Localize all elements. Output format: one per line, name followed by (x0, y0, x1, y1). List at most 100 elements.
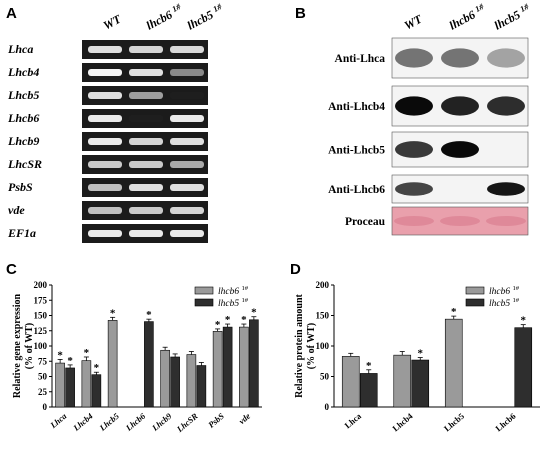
panel-a-label: A (6, 5, 17, 22)
bar (359, 373, 378, 408)
y-tick-label: 175 (34, 295, 48, 305)
significance-star: * (225, 314, 231, 326)
significance-star: * (451, 306, 457, 318)
blot-band (395, 48, 433, 68)
blot-antibody-label: Anti-Lhcb5 (328, 145, 385, 157)
chart-d: 0 50 100 150 200 Relative protein amount(% of… (294, 280, 540, 433)
gel-band (129, 230, 163, 237)
panel-a: A WT lhcb6 1# lhcb5 1# Lhca Lhcb4 Lhcb5 Lhcb6… (6, 2, 226, 243)
gel-gene-label: Lhcb4 (7, 65, 39, 79)
blot-row: Proceau (345, 206, 529, 236)
bar (144, 321, 154, 408)
gel-band (88, 115, 122, 122)
gel-column-headers: WT lhcb6 1# lhcb5 1# (101, 2, 226, 33)
x-tick-label: PsbS (206, 411, 226, 430)
gel-band (88, 46, 122, 53)
x-tick-label: Lhcb5 (442, 411, 466, 434)
significance-star: * (57, 349, 63, 361)
bar (411, 359, 430, 408)
gel-row: LhcSR (7, 155, 208, 174)
blot-band (395, 141, 433, 158)
gel-band (88, 69, 122, 76)
blot-column-header: lhcb5 1# (492, 2, 533, 33)
gel-strip (82, 109, 208, 128)
bar (393, 354, 412, 408)
bar (444, 318, 463, 408)
panel-c-label: C (6, 261, 17, 278)
bar (514, 327, 533, 408)
legend-label: lhcb5 1# (218, 297, 249, 309)
gel-band (170, 69, 204, 76)
gel-row: Lhcb4 (7, 63, 208, 82)
gel-band (88, 161, 122, 168)
significance-star: * (94, 362, 100, 374)
significance-star: * (146, 309, 152, 321)
bar (212, 331, 223, 408)
panel-b-label: B (295, 5, 306, 22)
panel-c: C 0 25 50 75 100 125 150 175 200 Relative gene ex… (6, 261, 262, 435)
legend-swatch (194, 286, 214, 295)
blot-band (487, 182, 525, 196)
bar (107, 320, 118, 408)
gel-gene-label: EF1a (7, 226, 36, 240)
significance-star: * (521, 315, 527, 327)
blot-band (395, 182, 433, 196)
gel-row: PsbS (8, 178, 208, 197)
y-tick-label: 25 (38, 387, 48, 397)
gel-band (170, 161, 204, 168)
legend-label: lhcb6 1# (489, 285, 520, 297)
gel-gene-label: Lhca (7, 42, 33, 56)
gel-column-header: lhcb6 1# (144, 2, 185, 33)
legend-swatch (465, 298, 485, 307)
bar (160, 349, 170, 408)
gel-band (129, 161, 163, 168)
significance-star: * (215, 319, 221, 331)
y-tick-label: 200 (34, 280, 48, 290)
gel-band (170, 207, 204, 214)
x-tick-label: Lhcb4 (70, 411, 94, 434)
gel-gene-label: Lhcb6 (7, 111, 39, 125)
gel-row: Lhcb9 (7, 132, 208, 151)
gel-band (170, 138, 204, 145)
blot-band (487, 48, 525, 68)
gel-band (129, 207, 163, 214)
y-tick-label: 125 (34, 326, 48, 336)
significance-star: * (241, 314, 247, 326)
bar (239, 326, 249, 408)
panel-b: B WT lhcb6 1# lhcb5 1# Anti-Lhca Anti-Lhcb4… (295, 2, 533, 236)
gel-row: Lhcb5 (7, 86, 208, 105)
significance-star: * (110, 307, 116, 319)
blot-band (440, 216, 480, 226)
gel-gene-label: Lhcb5 (7, 88, 39, 102)
blot-antibody-label: Anti-Lhca (335, 53, 386, 65)
blot-column-header: WT (402, 12, 425, 33)
blot-row: Anti-Lhca (335, 37, 529, 79)
gel-band (88, 230, 122, 237)
gel-rows: Lhca Lhcb4 Lhcb5 Lhcb6 Lhcb9 LhcSR PsbS vde EF1a (7, 40, 208, 243)
blot-antibody-label: Proceau (345, 216, 386, 228)
bar (91, 374, 102, 408)
blot-band (441, 96, 479, 116)
bar (65, 367, 75, 408)
gel-band (170, 230, 204, 237)
gel-band (129, 46, 163, 53)
blot-row: Anti-Lhcb5 (328, 131, 529, 168)
x-tick-label: Lhcb4 (390, 410, 415, 433)
gel-column-header: lhcb5 1# (185, 2, 226, 33)
x-tick-label: Lhcb6 (123, 410, 148, 433)
gel-band (170, 184, 204, 191)
gel-gene-label: Lhcb9 (7, 134, 39, 148)
gel-column-header: WT (101, 12, 124, 33)
significance-star: * (418, 348, 424, 360)
significance-star: * (251, 307, 257, 319)
blot-band (394, 216, 434, 226)
blot-row: Anti-Lhcb6 (328, 174, 529, 204)
gel-row: vde (8, 201, 208, 220)
x-tick-label: LhcSR (174, 411, 200, 435)
gel-band (88, 207, 122, 214)
y-tick-label: 50 (38, 372, 48, 382)
gel-band (170, 46, 204, 53)
bar (249, 319, 259, 408)
gel-row: EF1a (7, 224, 208, 243)
